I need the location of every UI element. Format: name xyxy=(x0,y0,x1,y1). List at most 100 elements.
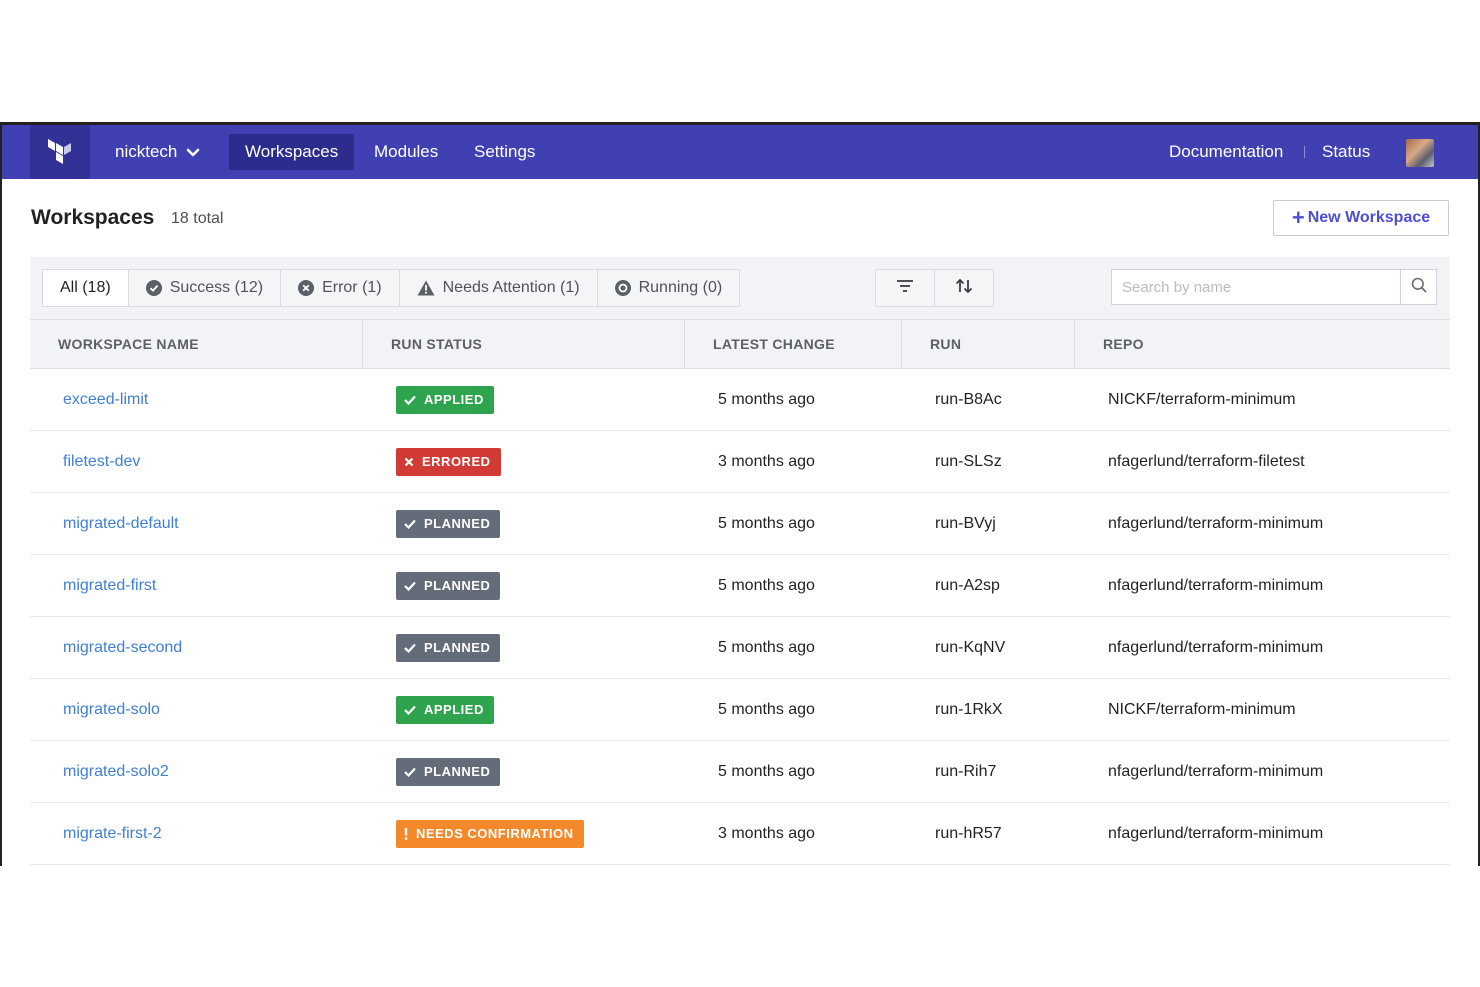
search-input[interactable] xyxy=(1111,269,1401,305)
check-icon xyxy=(404,581,416,591)
repo-name: nfagerlund/terraform-minimum xyxy=(1108,576,1324,594)
filter-all[interactable]: All (18) xyxy=(43,270,129,306)
sort-arrows-icon xyxy=(955,278,973,299)
running-icon xyxy=(614,280,631,296)
workspace-name-link[interactable]: filetest-dev xyxy=(63,452,141,470)
status-badge: PLANNED xyxy=(396,571,501,600)
page-title: Workspaces xyxy=(31,206,155,229)
column-divider xyxy=(362,320,363,368)
workspace-name-link[interactable]: exceed-limit xyxy=(63,390,149,408)
repo-name: NICKF/terraform-minimum xyxy=(1108,390,1296,408)
run-id-link[interactable]: run-1RkX xyxy=(935,700,1003,718)
table-row[interactable]: filetest-dev ERRORED 3 months ago run-SL… xyxy=(30,431,1450,493)
table-row[interactable]: migrate-first-2 NEEDS CONFIRMATION 3 mon… xyxy=(30,803,1450,865)
check-circle-icon xyxy=(145,280,162,296)
check-icon xyxy=(404,705,416,715)
status-badge: PLANNED xyxy=(396,509,501,538)
run-id-link[interactable]: run-SLSz xyxy=(935,452,1002,470)
status-badge-label: APPLIED xyxy=(424,702,484,717)
column-header-latest-change[interactable]: LATEST CHANGE xyxy=(713,336,835,352)
tab-workspaces[interactable]: Workspaces xyxy=(229,134,355,170)
tab-modules[interactable]: Modules xyxy=(374,142,439,161)
workspace-name-link[interactable]: migrated-default xyxy=(63,514,179,532)
column-header-run[interactable]: RUN xyxy=(930,336,962,352)
run-id-link[interactable]: run-BVyj xyxy=(935,514,996,532)
workspace-name-link[interactable]: migrated-first xyxy=(63,576,157,594)
filter-error[interactable]: Error (1) xyxy=(281,270,400,306)
status-badge: PLANNED xyxy=(396,757,501,786)
table-row[interactable]: migrated-second PLANNED 5 months ago run… xyxy=(30,617,1450,679)
filter-running-label: Running (0) xyxy=(638,279,723,296)
exclamation-icon xyxy=(404,827,408,840)
table-header: WORKSPACE NAME RUN STATUS LATEST CHANGE … xyxy=(30,319,1450,369)
status-badge-label: PLANNED xyxy=(424,578,491,593)
latest-change: 5 months ago xyxy=(718,638,815,656)
latest-change: 5 months ago xyxy=(718,762,815,780)
new-workspace-button[interactable]: + New Workspace xyxy=(1273,200,1449,236)
workspace-count: 18 total xyxy=(171,210,224,227)
tab-settings[interactable]: Settings xyxy=(474,142,536,161)
column-header-workspace-name[interactable]: WORKSPACE NAME xyxy=(58,336,199,352)
status-badge: APPLIED xyxy=(396,695,494,724)
table-row[interactable]: migrated-default PLANNED 5 months ago ru… xyxy=(30,493,1450,555)
status-filter-group: All (18) Success (12) Error (1) Needs At… xyxy=(42,269,741,307)
run-id-link[interactable]: run-A2sp xyxy=(935,576,1000,594)
check-icon xyxy=(404,519,416,529)
plus-icon: + xyxy=(1291,205,1305,230)
documentation-link[interactable]: Documentation xyxy=(1169,142,1284,161)
repo-name: nfagerlund/terraform-minimum xyxy=(1108,514,1324,532)
column-header-run-status[interactable]: RUN STATUS xyxy=(391,336,483,352)
chevron-down-icon xyxy=(186,145,200,159)
filter-needs-attention[interactable]: Needs Attention (1) xyxy=(400,270,598,306)
status-badge: ERRORED xyxy=(396,447,501,476)
run-id-link[interactable]: run-B8Ac xyxy=(935,390,1002,408)
filter-running[interactable]: Running (0) xyxy=(598,270,740,306)
table-row[interactable]: migrated-solo APPLIED 5 months ago run-1… xyxy=(30,679,1450,741)
run-id-link[interactable]: run-KqNV xyxy=(935,638,1006,656)
filter-error-label: Error (1) xyxy=(322,279,382,296)
status-badge: NEEDS CONFIRMATION xyxy=(396,819,584,848)
latest-change: 3 months ago xyxy=(718,452,815,470)
status-badge-label: NEEDS CONFIRMATION xyxy=(416,826,574,841)
sort-button[interactable] xyxy=(935,270,993,306)
table-row[interactable]: exceed-limit APPLIED 5 months ago run-B8… xyxy=(30,369,1450,431)
column-divider xyxy=(901,320,902,368)
repo-name: nfagerlund/terraform-minimum xyxy=(1108,762,1324,780)
terraform-logo-icon[interactable] xyxy=(30,125,90,179)
workspace-name-link[interactable]: migrate-first-2 xyxy=(63,824,162,842)
latest-change: 5 months ago xyxy=(718,390,815,408)
repo-name: nfagerlund/terraform-minimum xyxy=(1108,824,1324,842)
check-icon xyxy=(404,643,416,653)
run-id-link[interactable]: run-Rih7 xyxy=(935,762,997,780)
latest-change: 5 months ago xyxy=(718,700,815,718)
app-window: nicktech Workspaces Modules Settings Doc… xyxy=(0,122,1480,866)
run-id-link[interactable]: run-hR57 xyxy=(935,824,1002,842)
column-header-repo[interactable]: REPO xyxy=(1103,336,1144,352)
latest-change: 5 months ago xyxy=(718,514,815,532)
status-badge-label: PLANNED xyxy=(424,764,491,779)
table-row[interactable]: migrated-first PLANNED 5 months ago run-… xyxy=(30,555,1450,617)
filter-options-button[interactable] xyxy=(876,270,935,306)
table-row[interactable]: migrated-solo2 PLANNED 5 months ago run-… xyxy=(30,741,1450,803)
sort-controls xyxy=(875,269,994,307)
status-badge-label: PLANNED xyxy=(424,640,491,655)
check-icon xyxy=(404,767,416,777)
search-icon xyxy=(1411,277,1427,298)
latest-change: 5 months ago xyxy=(718,576,815,594)
workspace-name-link[interactable]: migrated-second xyxy=(63,638,183,656)
top-nav: nicktech Workspaces Modules Settings Doc… xyxy=(2,125,1478,179)
filter-all-label: All (18) xyxy=(60,279,111,296)
column-divider xyxy=(1074,320,1075,368)
org-switcher[interactable]: nicktech xyxy=(115,125,200,179)
nav-divider xyxy=(1304,146,1305,158)
search-button[interactable] xyxy=(1401,269,1437,305)
workspace-name-link[interactable]: migrated-solo2 xyxy=(63,762,169,780)
x-icon xyxy=(404,457,414,467)
status-link[interactable]: Status xyxy=(1322,142,1371,161)
status-badge-label: APPLIED xyxy=(424,392,484,407)
repo-name: NICKF/terraform-minimum xyxy=(1108,700,1296,718)
repo-name: nfagerlund/terraform-minimum xyxy=(1108,638,1324,656)
filter-success[interactable]: Success (12) xyxy=(129,270,282,306)
workspace-name-link[interactable]: migrated-solo xyxy=(63,700,160,718)
user-avatar[interactable] xyxy=(1406,139,1434,167)
